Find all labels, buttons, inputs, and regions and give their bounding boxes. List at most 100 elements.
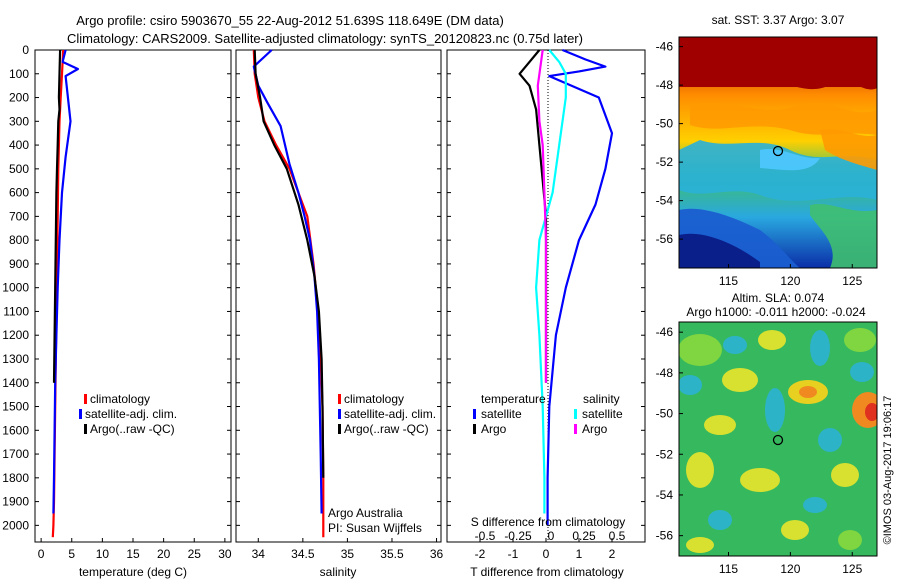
depth-tick-label: 1500 (2, 400, 29, 414)
map-x-tick-label: 125 (842, 562, 862, 576)
map-y-tick-label: -50 (656, 407, 674, 421)
legend-label-temp-argo: Argo (481, 422, 507, 436)
salinity-x-label: salinity (320, 565, 357, 579)
imos-timestamp: ©IMOS 03-Aug-2017 19:06:17 (882, 396, 894, 545)
legend-sal-title: salinity (583, 392, 620, 406)
x-tick-label: 1 (576, 547, 583, 561)
temperature-legend: climatology satellite-adj. clim. Argo(..… (79, 392, 177, 436)
legend-temp-title: temperature (481, 392, 546, 406)
sla-map: Altim. SLA: 0.074 Argo h1000: -0.011 h20… (656, 291, 878, 576)
series-line-argo-raw-qc- (253, 49, 325, 478)
s-tick-label: 0.5 (609, 529, 626, 543)
map-x-tick-label: 115 (719, 562, 738, 576)
s-difference-label: S difference from climatology (471, 515, 626, 529)
temperature-x-axis: 0 5 10 15 20 25 30 (38, 538, 232, 561)
series-line-argo-raw-qc- (52, 49, 62, 383)
s-tick-label: -0.5 (475, 529, 496, 543)
map-y-tick-label: -52 (656, 447, 674, 461)
map-y-tick-label: -56 (656, 232, 674, 246)
depth-tick-label: 200 (9, 91, 29, 105)
program-note: Argo Australia (328, 506, 403, 520)
legend-label-satellite: satellite-adj. clim. (344, 407, 436, 421)
depth-tick-label: 800 (9, 233, 29, 247)
x-tick-label: 15 (126, 547, 140, 561)
sla-map-frame (678, 321, 878, 557)
sst-heatmap (679, 37, 877, 268)
depth-tick-label: 500 (9, 162, 29, 176)
legend-label-temp-satellite: satellite (481, 407, 522, 421)
legend-label-sal-satellite: satellite (582, 407, 623, 421)
x-tick-label: 5 (68, 547, 75, 561)
map-x-tick-label: 125 (842, 274, 862, 288)
map-y-tick-label: -46 (656, 325, 674, 339)
salinity-axes-frame (235, 49, 442, 543)
depth-tick-label: 1600 (2, 423, 29, 437)
map-y-tick-label: -46 (656, 40, 674, 54)
depth-tick-label: 1700 (2, 447, 29, 461)
x-tick-label: 10 (96, 547, 110, 561)
map-y-tick-label: -54 (656, 488, 674, 502)
depth-tick-label: 700 (9, 209, 29, 223)
sla-heatmap (679, 322, 877, 556)
salinity-x-axis: 34 34.5 35 35.5 36 (252, 538, 444, 561)
argo-float-marker (772, 145, 784, 157)
x-tick-label: 0 (38, 547, 45, 561)
salinity-panel: 34 34.5 35 35.5 36 salinity climatology sate… (235, 49, 444, 579)
x-tick-label: 25 (188, 547, 202, 561)
depth-tick-label: 1000 (2, 281, 29, 295)
s-tick-label: 0.25 (572, 529, 596, 543)
map-y-tick-label: -50 (656, 117, 674, 131)
x-tick-label: 36 (430, 547, 444, 561)
t-difference-label: T difference from climatology (470, 565, 624, 579)
x-tick-label: 34.5 (291, 547, 315, 561)
series-line-satellite-adj-clim- (52, 49, 80, 514)
x-tick-label: 2 (609, 547, 616, 561)
difference-x-axis: -2 -1 0 1 2 -0.5 -0.25 0 0.25 0.5 (475, 529, 626, 561)
legend-swatch-temp-argo (473, 424, 476, 434)
s-tick-label: 0 (548, 529, 555, 543)
legend-label-climatology: climatology (90, 392, 150, 406)
depth-tick-label: 400 (9, 138, 29, 152)
temperature-panel: 0100200300400500600700800900100011001200… (2, 43, 645, 579)
depth-tick-label: 900 (9, 257, 29, 271)
map-y-tick-label: -54 (656, 194, 674, 208)
s-tick-label: -0.25 (504, 529, 532, 543)
depth-tick-label: 1900 (2, 495, 29, 509)
depth-tick-label: 1200 (2, 328, 29, 342)
sst-map-frame (678, 36, 878, 269)
legend-label-satellite: satellite-adj. clim. (85, 407, 177, 421)
sla-map-axes: -46 -48 -50 -52 -54 -56 115 120 125 (656, 325, 863, 576)
legend-label-sal-argo: Argo (582, 422, 608, 436)
legend-swatch-climatology (84, 394, 87, 404)
legend-swatch-argo (338, 424, 341, 434)
map-y-tick-label: -48 (656, 366, 674, 380)
x-tick-label: 35.5 (380, 547, 404, 561)
map-y-tick-label: -56 (656, 529, 674, 543)
sst-map-title: sat. SST: 3.37 Argo: 3.07 (712, 13, 845, 27)
depth-tick-label: 1800 (2, 471, 29, 485)
legend-swatch-argo (84, 424, 87, 434)
sla-map-title: Altim. SLA: 0.074 (732, 291, 825, 305)
legend-swatch-sal-satellite (574, 409, 577, 419)
legend-label-climatology: climatology (344, 392, 404, 406)
depth-tick-label: 1400 (2, 376, 29, 390)
x-tick-label: 35 (341, 547, 355, 561)
temperature-series (51, 49, 80, 538)
salinity-series (252, 49, 325, 538)
legend-label-argo: Argo(..raw -QC) (344, 422, 429, 436)
series-line-temperature-satellite (546, 48, 614, 526)
depth-tick-label: 2000 (2, 518, 29, 532)
map-x-tick-label: 120 (780, 274, 800, 288)
sst-map: sat. SST: 3.37 Argo: 3.07 -46 -48 -50 -52 -5… (656, 13, 878, 288)
depth-tick-label: 600 (9, 186, 29, 200)
x-tick-label: 20 (157, 547, 171, 561)
depth-tick-label: 300 (9, 114, 29, 128)
figure-title-line1: Argo profile: csiro 5903670_55 22-Aug-20… (76, 13, 504, 28)
legend-swatch-temp-satellite (473, 409, 476, 419)
legend-swatch-satellite (79, 409, 82, 419)
figure-title-line2: Climatology: CARS2009. Satellite-adjuste… (67, 31, 583, 46)
series-line-temperature-argo (518, 49, 548, 383)
temperature-axes-frame (34, 49, 232, 543)
difference-panel: -2 -1 0 1 2 -0.5 -0.25 0 0.25 0.5 S difference fr… (446, 48, 646, 579)
